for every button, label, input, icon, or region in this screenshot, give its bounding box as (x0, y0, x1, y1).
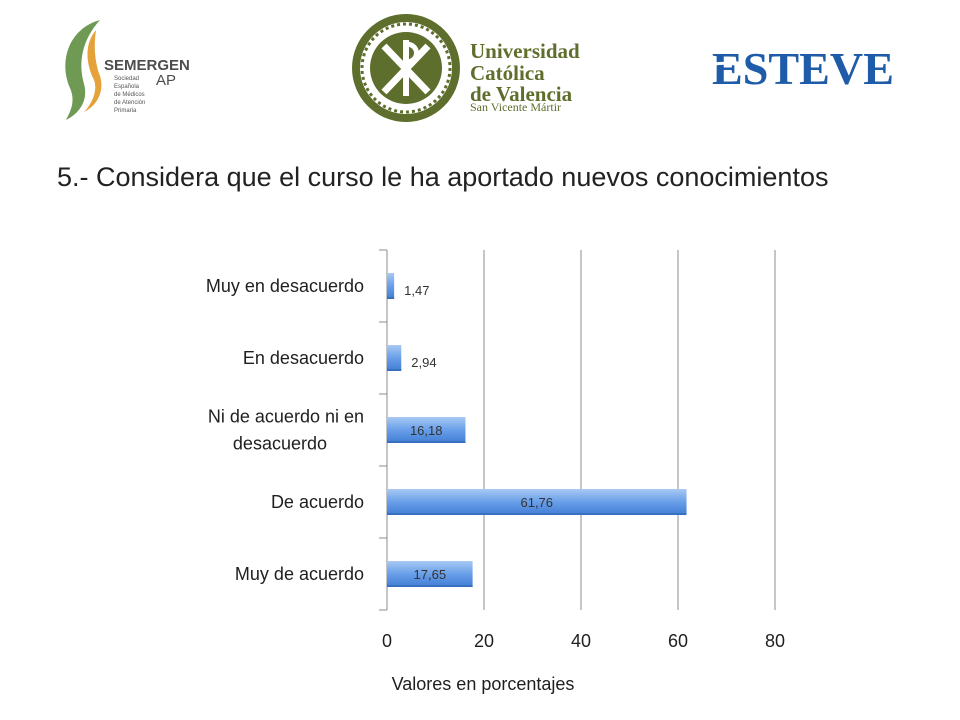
category-label: Ni de acuerdo ni en desacuerdo (208, 407, 364, 454)
gridlines (483, 250, 776, 610)
data-label: 2,94 (411, 355, 436, 370)
semergen-logo: SEMERGEN AP Sociedad Española de Médicos… (65, 20, 190, 120)
bar (387, 417, 466, 443)
bar (387, 489, 687, 515)
ucv-line2: Católica (470, 61, 545, 85)
category-label-line: Muy en desacuerdo (206, 276, 364, 296)
x-tick-label: 60 (668, 631, 688, 651)
category-label-line: Ni de acuerdo ni en (208, 407, 364, 427)
bar-shadow (387, 297, 395, 299)
semergen-ap: AP (156, 72, 176, 89)
bars (387, 273, 687, 587)
semergen-sub-1: Española (114, 84, 140, 90)
bar (387, 345, 402, 371)
logo-bar: SEMERGEN AP Sociedad Española de Médicos… (65, 14, 894, 122)
category-label-line: Muy de acuerdo (235, 564, 364, 584)
data-label: 17,65 (414, 567, 447, 582)
x-axis-title: Valores en porcentajes (392, 674, 575, 694)
semergen-sub-0: Sociedad (114, 76, 139, 82)
category-label: En desacuerdo (243, 348, 364, 368)
category-label: Muy de acuerdo (235, 564, 364, 584)
axes (379, 249, 388, 611)
ucv-line3: de Valencia (470, 82, 573, 106)
semergen-sub-4: Primaria (114, 108, 137, 114)
x-tick-label: 20 (474, 631, 494, 651)
category-label-line: desacuerdo (233, 434, 327, 454)
category-label-line: De acuerdo (271, 492, 364, 512)
data-label: 61,76 (520, 495, 553, 510)
labels: 0 20 40 60 80 1,47 Muy en desacuerdo 2,94 En des… (206, 276, 785, 651)
esteve-name: ESTEVE (712, 43, 894, 94)
ucv-line1: Universidad (470, 39, 580, 63)
semergen-name: SEMERGEN (104, 57, 190, 74)
x-tick-label: 40 (571, 631, 591, 651)
ucv-line4: San Vicente Mártir (470, 100, 561, 114)
semergen-sub-3: de Atención (114, 100, 145, 106)
category-label-line: En desacuerdo (243, 348, 364, 368)
bar-shadow (387, 441, 466, 443)
data-label: 16,18 (410, 423, 443, 438)
bar-shadow (387, 585, 473, 587)
bar (387, 273, 395, 299)
page-title: 5.- Considera que el curso le ha aportad… (57, 162, 829, 192)
category-label: Muy en desacuerdo (206, 276, 364, 296)
esteve-logo: ESTEVE (699, 43, 894, 94)
bar-shadow (387, 369, 402, 371)
x-tick-label: 80 (765, 631, 785, 651)
bar-shadow (387, 513, 687, 515)
semergen-sub-2: de Médicos (114, 92, 145, 98)
ucv-logo: Universidad Católica de Valencia San Vic… (352, 14, 580, 122)
x-tick-label: 0 (382, 631, 392, 651)
data-label: 1,47 (404, 283, 429, 298)
category-label: De acuerdo (271, 492, 364, 512)
bar (387, 561, 473, 587)
